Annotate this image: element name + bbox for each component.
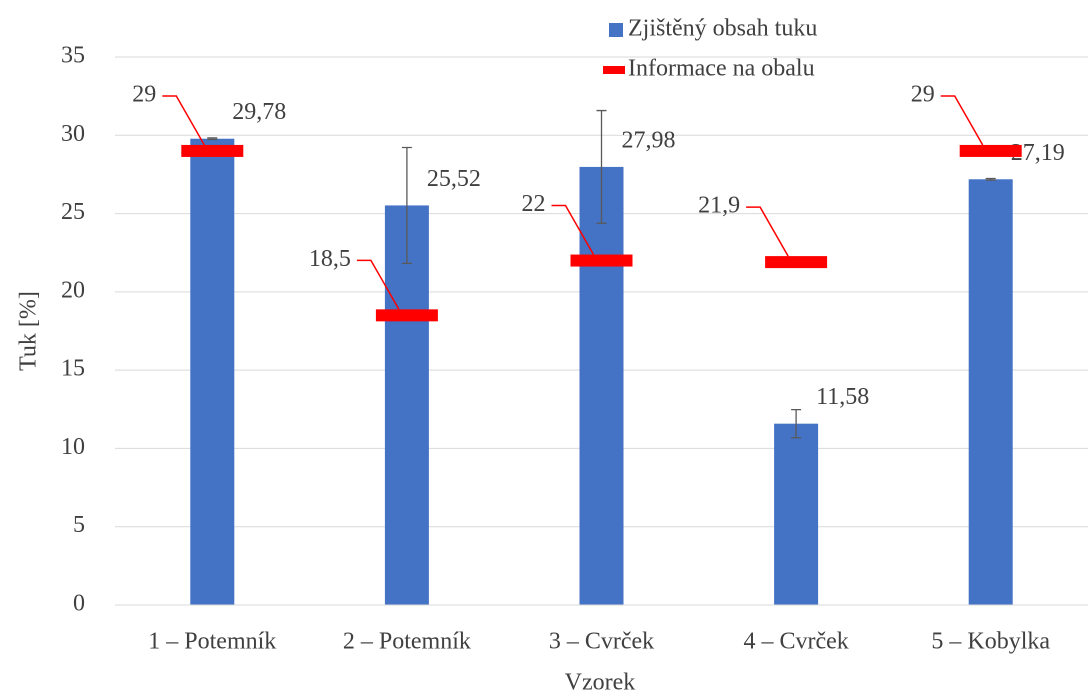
data-label: 29	[911, 81, 935, 107]
y-tick-label: 15	[61, 356, 85, 382]
y-tick-label: 0	[73, 591, 85, 617]
data-label: 11,58	[816, 384, 869, 410]
data-label: 22	[522, 191, 546, 217]
legend-label: Informace na obalu	[628, 56, 815, 82]
error-bar	[791, 408, 802, 439]
leader-line	[551, 204, 595, 255]
data-label: 29	[132, 81, 156, 107]
y-tick-label: 25	[61, 199, 85, 225]
data-label: 25,52	[427, 166, 481, 192]
error-bar	[207, 137, 218, 141]
y-axis-title: Tuk [%]	[16, 291, 42, 371]
x-axis-title: Vzorek	[565, 670, 636, 696]
leader-line	[940, 95, 984, 146]
x-tick-label: 5 – Kobylka	[931, 629, 1050, 655]
marker	[375, 309, 438, 322]
y-tick-label: 10	[61, 434, 85, 460]
legend-swatch	[603, 66, 625, 74]
bar	[190, 138, 235, 605]
leader-line	[746, 206, 789, 257]
x-tick-label: 2 – Potemník	[343, 629, 471, 655]
y-tick-label: 35	[61, 43, 85, 69]
error-bar	[401, 146, 412, 265]
data-label: 29,78	[232, 99, 286, 125]
x-tick-label: 3 – Cvrček	[549, 629, 654, 655]
y-tick-label: 20	[61, 277, 85, 303]
bar	[774, 423, 819, 605]
data-label: 27,98	[622, 127, 676, 153]
marker	[570, 254, 633, 267]
error-bar	[985, 177, 996, 181]
y-tick-label: 30	[61, 121, 85, 147]
data-label: 21,9	[698, 193, 740, 219]
marker	[765, 256, 828, 269]
bar	[968, 179, 1013, 605]
data-label: 18,5	[309, 246, 351, 272]
marker	[181, 144, 244, 157]
legend-swatch	[609, 23, 623, 37]
leader-line	[162, 95, 205, 146]
leader-line	[356, 259, 400, 310]
bar	[579, 166, 624, 605]
x-tick-label: 4 – Cvrček	[743, 629, 848, 655]
x-tick-label: 1 – Potemník	[148, 629, 276, 655]
marker	[959, 144, 1022, 157]
error-bar	[596, 109, 607, 224]
legend-label: Zjištěný obsah tuku	[628, 16, 817, 42]
y-tick-label: 5	[73, 512, 85, 538]
bar	[384, 205, 429, 605]
